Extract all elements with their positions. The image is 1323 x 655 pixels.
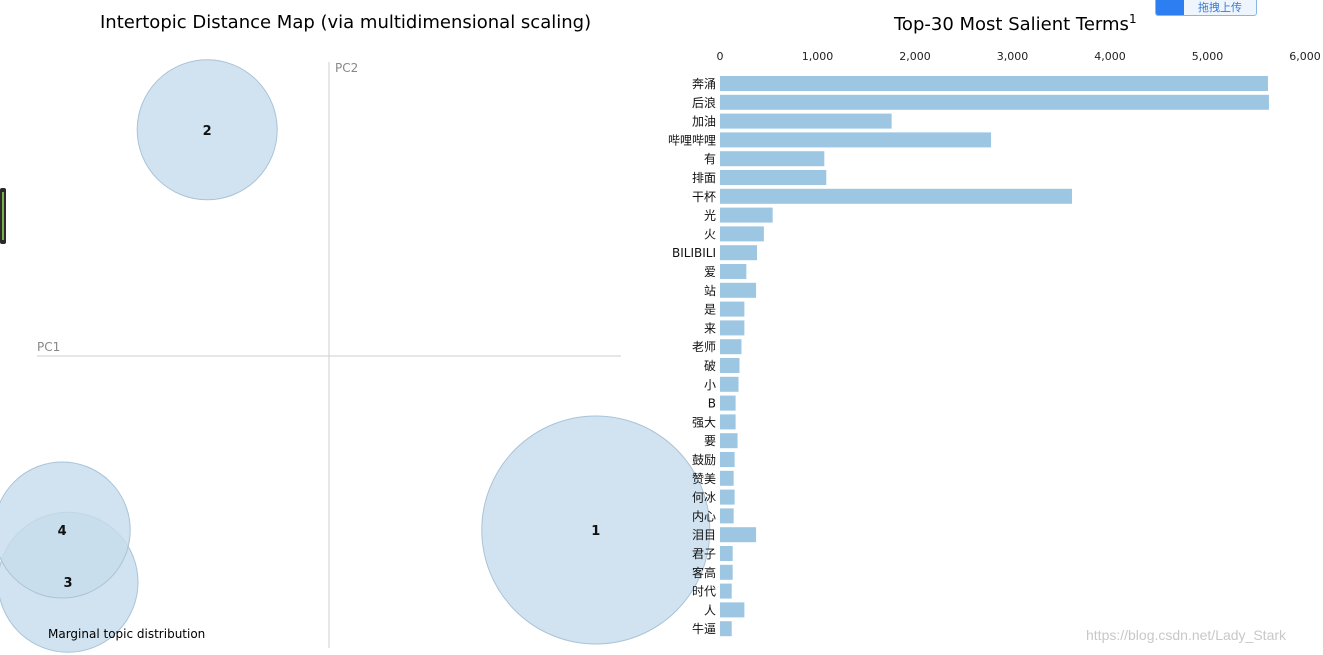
x-tick-label: 1,000 — [802, 50, 834, 63]
term-label[interactable]: 光 — [704, 209, 716, 223]
drag-upload-button[interactable]: 拖拽上传 — [1155, 0, 1257, 16]
term-bar[interactable] — [720, 113, 892, 129]
term-label[interactable]: 牛逼 — [692, 621, 716, 636]
term-bar[interactable] — [720, 94, 1269, 110]
term-label[interactable]: 加油 — [692, 115, 716, 129]
term-label[interactable]: 赞美 — [692, 472, 716, 486]
term-label[interactable]: 干杯 — [692, 190, 716, 204]
term-label[interactable]: 有 — [704, 152, 716, 166]
topic-label-1: 1 — [591, 524, 600, 539]
drag-upload-label: 拖拽上传 — [1198, 1, 1242, 14]
term-bar[interactable] — [720, 508, 734, 524]
topic-label-2: 2 — [203, 124, 212, 139]
watermark-text: https://blog.csdn.net/Lady_Stark — [1086, 627, 1287, 643]
term-bar[interactable] — [720, 621, 732, 637]
left-chart-title: Intertopic Distance Map (via multidimens… — [100, 12, 592, 33]
term-label[interactable]: 火 — [704, 227, 716, 241]
topic-bubble-1[interactable] — [481, 415, 711, 645]
marginal-distribution-label: Marginal topic distribution — [48, 627, 205, 641]
term-label[interactable]: BILIBILI — [672, 246, 716, 260]
term-bar[interactable] — [720, 583, 732, 599]
term-bar[interactable] — [720, 245, 758, 261]
x-tick-label: 0 — [717, 50, 724, 63]
term-bar[interactable] — [720, 452, 735, 467]
topic-bubble-4[interactable] — [0, 461, 131, 599]
x-tick-label: 3,000 — [997, 50, 1029, 63]
salient-terms-chart: 0 1,000 2,000 3,000 4,000 5,000 6,000 奔涌后浪加油哔哩哔… — [668, 50, 1321, 637]
topic-bubble-2[interactable] — [136, 59, 278, 201]
topic-label-3: 3 — [63, 576, 72, 591]
term-label[interactable]: 后浪 — [692, 95, 716, 110]
term-bar[interactable] — [720, 395, 736, 411]
term-bar[interactable] — [720, 414, 736, 430]
term-label[interactable]: 排面 — [692, 171, 716, 185]
term-label[interactable]: 泪目 — [692, 528, 716, 542]
topic-label-4: 4 — [58, 524, 67, 539]
term-bar[interactable] — [720, 170, 827, 185]
term-bar[interactable] — [720, 339, 742, 355]
x-tick-label: 6,000 — [1289, 50, 1321, 63]
term-bar[interactable] — [720, 433, 738, 449]
term-bar[interactable] — [720, 527, 757, 543]
term-label[interactable]: 要 — [704, 434, 716, 448]
term-label[interactable]: 爱 — [704, 265, 716, 279]
term-label[interactable]: 何冰 — [692, 491, 716, 505]
term-label[interactable]: 来 — [704, 321, 716, 335]
term-label[interactable]: 鼓励 — [692, 453, 716, 467]
term-bar[interactable] — [720, 470, 734, 486]
term-bar[interactable] — [720, 151, 825, 167]
term-bar[interactable] — [720, 376, 739, 392]
x-tick-label: 5,000 — [1192, 50, 1224, 63]
term-label[interactable]: 哔哩哔哩 — [668, 133, 716, 147]
term-label[interactable]: 客高 — [692, 565, 716, 580]
x-tick-label: 4,000 — [1094, 50, 1126, 63]
term-bar[interactable] — [720, 226, 764, 242]
term-bar[interactable] — [720, 132, 992, 148]
term-bar[interactable] — [720, 602, 745, 618]
cloud-upload-icon — [1156, 0, 1184, 15]
term-label[interactable]: 奔涌 — [692, 77, 716, 91]
term-label[interactable]: 人 — [704, 603, 716, 617]
term-bar[interactable] — [720, 564, 733, 580]
x-tick-label: 2,000 — [899, 50, 931, 63]
term-label[interactable]: B — [708, 397, 716, 411]
term-label[interactable]: 君子 — [692, 547, 716, 561]
term-label[interactable]: 破 — [704, 358, 716, 373]
term-bar[interactable] — [720, 320, 745, 336]
term-label[interactable]: 老师 — [692, 340, 716, 354]
right-chart-title-text: Top-30 Most Salient Terms — [894, 14, 1129, 35]
term-label[interactable]: 是 — [704, 303, 716, 317]
intertopic-map: PC2 PC1 1 2 3 4 — [0, 59, 711, 653]
term-bar[interactable] — [720, 546, 733, 561]
pc1-axis-label: PC1 — [37, 340, 60, 354]
term-label[interactable]: 小 — [704, 378, 716, 392]
title-footnote-marker: 1 — [1128, 12, 1137, 26]
term-bar[interactable] — [720, 264, 747, 279]
term-bar[interactable] — [720, 301, 745, 317]
right-chart-title: Top-30 Most Salient Terms1 — [894, 12, 1137, 35]
term-bar[interactable] — [720, 207, 773, 223]
term-bar[interactable] — [720, 188, 1072, 204]
side-drag-handle[interactable] — [0, 188, 6, 244]
term-bar[interactable] — [720, 282, 757, 298]
term-label[interactable]: 时代 — [692, 585, 716, 599]
term-label[interactable]: 强大 — [692, 415, 716, 429]
term-bar[interactable] — [720, 76, 1268, 91]
term-label[interactable]: 内心 — [692, 509, 716, 523]
term-label[interactable]: 站 — [704, 284, 716, 298]
term-bar[interactable] — [720, 358, 740, 373]
term-bar[interactable] — [720, 489, 735, 505]
pc2-axis-label: PC2 — [335, 61, 358, 75]
